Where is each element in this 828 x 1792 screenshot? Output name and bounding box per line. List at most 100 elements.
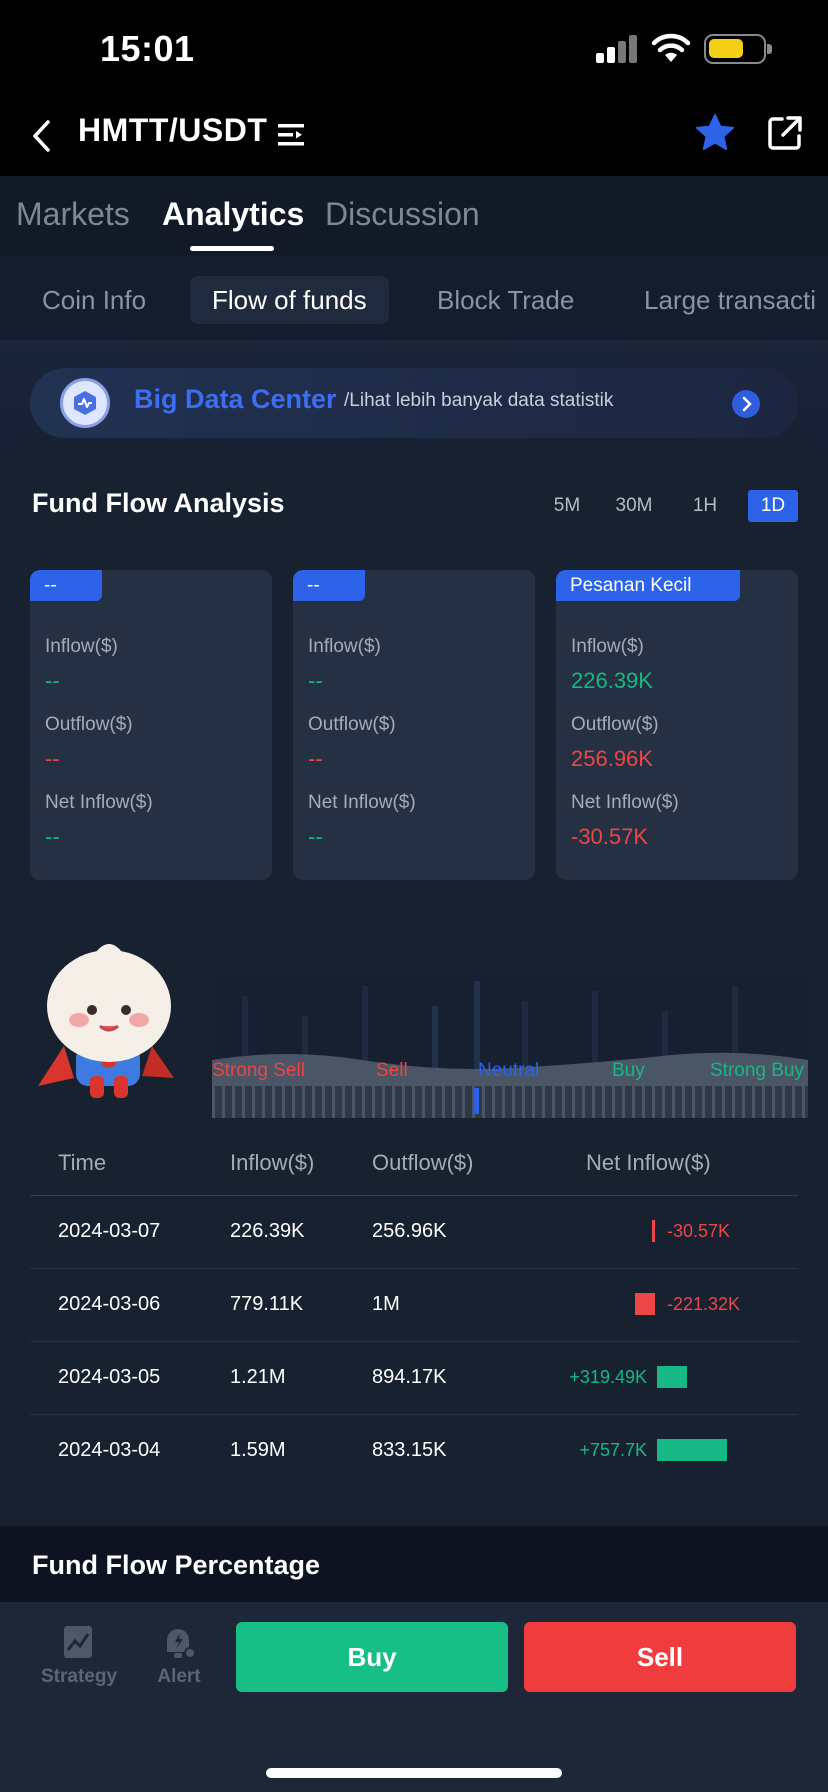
status-time: 15:01 bbox=[100, 28, 195, 69]
table-row: 2024-03-07 226.39K 256.96K -30.57K bbox=[30, 1196, 798, 1269]
cell-time: 2024-03-05 bbox=[58, 1366, 161, 1388]
level-strong-sell: Strong Sell bbox=[212, 1060, 305, 1081]
net-inflow-label: Net Inflow($) bbox=[45, 792, 153, 813]
net-inflow-value: -30.57K bbox=[571, 824, 649, 849]
net-inflow-bar bbox=[657, 1439, 727, 1461]
inflow-label: Inflow($) bbox=[308, 636, 381, 657]
net-inflow-label: Net Inflow($) bbox=[571, 792, 679, 813]
tab-discussion[interactable]: Discussion bbox=[325, 196, 480, 232]
outflow-value: -- bbox=[308, 746, 323, 771]
table-header: Time Inflow($) Outflow($) Net Inflow($) bbox=[30, 1136, 798, 1196]
cell-outflow: 894.17K bbox=[372, 1366, 447, 1388]
battery-icon bbox=[704, 34, 772, 64]
strategy-label: Strategy bbox=[40, 1666, 118, 1687]
inflow-value: -- bbox=[308, 668, 323, 693]
cell-outflow: 833.15K bbox=[372, 1439, 447, 1461]
fund-flow-percentage-title: Fund Flow Percentage bbox=[32, 1550, 321, 1580]
favorite-star-icon[interactable] bbox=[694, 112, 736, 154]
outflow-label: Outflow($) bbox=[308, 714, 396, 735]
cell-outflow: 256.96K bbox=[372, 1220, 447, 1242]
pair-list-icon[interactable] bbox=[276, 120, 306, 150]
big-data-center-banner[interactable]: Big Data Center /Lihat lebih banyak data… bbox=[30, 368, 798, 438]
tab-markets[interactable]: Markets bbox=[16, 196, 130, 232]
bottom-action-bar: Strategy Alert Buy Sell bbox=[0, 1602, 828, 1792]
mascot-illustration bbox=[38, 944, 174, 1098]
subtab-flow-of-funds[interactable]: Flow of funds bbox=[190, 276, 389, 324]
period-5m[interactable]: 5M bbox=[553, 495, 581, 516]
period-1h[interactable]: 1H bbox=[692, 495, 718, 516]
active-tab-underline bbox=[190, 246, 274, 251]
subtab-coin-info[interactable]: Coin Info bbox=[42, 285, 147, 315]
table-row: 2024-03-05 1.21M 894.17K +319.49K bbox=[30, 1342, 798, 1415]
gauge-background-bars bbox=[212, 976, 808, 1076]
period-1d[interactable]: 1D bbox=[748, 490, 798, 522]
flow-card: -- Inflow($) -- Outflow($) -- Net Inflow… bbox=[30, 570, 272, 880]
header-net-inflow: Net Inflow($) bbox=[586, 1150, 711, 1175]
level-sell: Sell bbox=[376, 1060, 408, 1081]
cell-time: 2024-03-04 bbox=[58, 1439, 161, 1461]
period-30m[interactable]: 30M bbox=[615, 495, 653, 516]
net-inflow-value: -- bbox=[45, 824, 60, 849]
strategy-icon bbox=[64, 1626, 92, 1658]
cell-inflow: 779.11K bbox=[230, 1293, 304, 1315]
period-selector: 5M 30M 1H 1D bbox=[544, 490, 798, 522]
alert-icon bbox=[167, 1629, 196, 1659]
outflow-value: -- bbox=[45, 746, 60, 771]
net-inflow-value: -- bbox=[308, 824, 323, 849]
pair-title[interactable]: HMTT/USDT bbox=[78, 112, 268, 148]
strategy-nav[interactable]: Strategy bbox=[34, 1622, 124, 1692]
card-tag: -- bbox=[293, 570, 365, 601]
inflow-value: 226.39K bbox=[571, 668, 653, 693]
cell-inflow: 1.21M bbox=[230, 1366, 286, 1388]
gauge-marker bbox=[474, 1088, 479, 1114]
fund-flow-panel: Fund Flow Analysis 5M 30M 1H 1D -- Inflo… bbox=[0, 446, 828, 1580]
tab-analytics[interactable]: Analytics bbox=[162, 196, 305, 251]
outflow-value: 256.96K bbox=[571, 746, 653, 771]
sentiment-gauge: Strong Sell Sell Neutral Buy Strong Buy bbox=[212, 976, 808, 1126]
card-tag: -- bbox=[30, 570, 102, 601]
table-body: 2024-03-07 226.39K 256.96K -30.57K 2024-03-0… bbox=[30, 1196, 798, 1488]
main-tabs: Markets Analytics Discussion bbox=[0, 176, 828, 256]
gauge-wave bbox=[212, 1052, 808, 1090]
flow-cards: -- Inflow($) -- Outflow($) -- Net Inflow… bbox=[30, 570, 798, 880]
subtab-block-trade[interactable]: Block Trade bbox=[437, 285, 575, 315]
cell-inflow: 1.59M bbox=[230, 1439, 286, 1461]
status-bar: 15:01 bbox=[0, 0, 828, 100]
big-data-logo-icon bbox=[60, 378, 110, 428]
table-row: 2024-03-06 779.11K 1M -221.32K bbox=[30, 1269, 798, 1342]
fund-flow-table: Time Inflow($) Outflow($) Net Inflow($) … bbox=[30, 1136, 798, 1488]
inflow-label: Inflow($) bbox=[45, 636, 118, 657]
chevron-right-icon[interactable] bbox=[732, 390, 760, 418]
inflow-label: Inflow($) bbox=[571, 636, 644, 657]
home-indicator bbox=[266, 1768, 562, 1778]
banner-title: Big Data Center bbox=[134, 384, 337, 414]
cell-time: 2024-03-06 bbox=[58, 1293, 161, 1315]
outflow-label: Outflow($) bbox=[45, 714, 133, 735]
net-inflow-bar bbox=[635, 1293, 655, 1315]
cell-outflow: 1M bbox=[372, 1293, 400, 1315]
cell-time: 2024-03-07 bbox=[58, 1220, 161, 1242]
sub-tabs: Coin Info Flow of funds Block Trade Larg… bbox=[0, 256, 828, 340]
alert-nav[interactable]: Alert bbox=[134, 1622, 224, 1692]
header-outflow: Outflow($) bbox=[372, 1150, 474, 1175]
tab-analytics-label: Analytics bbox=[162, 196, 305, 232]
header-time: Time bbox=[58, 1150, 107, 1175]
wifi-icon bbox=[651, 33, 691, 62]
net-inflow-bar bbox=[657, 1366, 687, 1388]
flow-card: -- Inflow($) -- Outflow($) -- Net Inflow… bbox=[293, 570, 535, 880]
cellular-signal-icon bbox=[596, 35, 640, 63]
sell-button[interactable]: Sell bbox=[524, 1622, 796, 1692]
cell-inflow: 226.39K bbox=[230, 1220, 305, 1242]
share-icon[interactable] bbox=[766, 114, 804, 152]
flow-card-small-orders: Pesanan Kecil Inflow($) 226.39K Outflow(… bbox=[556, 570, 798, 880]
buy-button[interactable]: Buy bbox=[236, 1622, 508, 1692]
card-tag: Pesanan Kecil bbox=[556, 570, 740, 601]
gauge-ticks bbox=[212, 1086, 808, 1118]
alert-label: Alert bbox=[157, 1666, 201, 1687]
cell-net-inflow: +319.49K bbox=[569, 1367, 647, 1387]
table-row: 2024-03-04 1.59M 833.15K +757.7K bbox=[30, 1415, 798, 1488]
header-inflow: Inflow($) bbox=[230, 1150, 315, 1175]
subtab-large-transactions[interactable]: Large transacti bbox=[644, 285, 816, 315]
back-icon[interactable] bbox=[26, 116, 60, 156]
level-strong-buy: Strong Buy bbox=[710, 1060, 804, 1081]
